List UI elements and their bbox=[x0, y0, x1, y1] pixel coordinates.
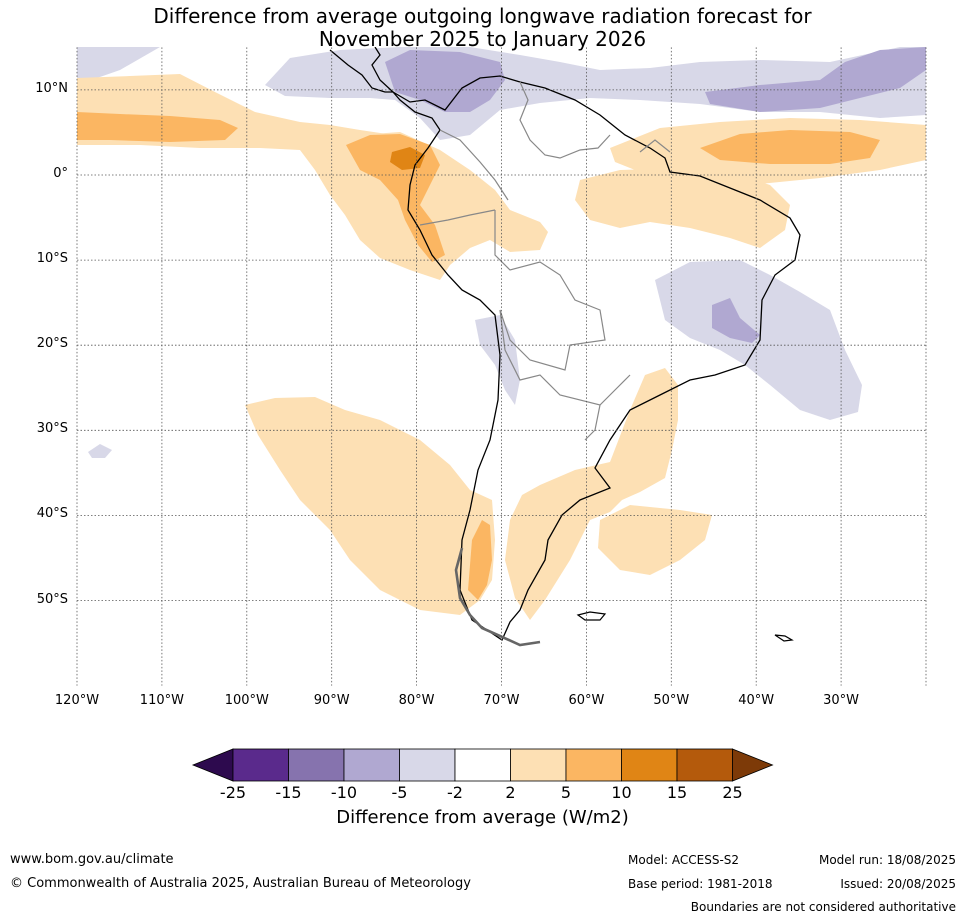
falklands-coast bbox=[576, 611, 607, 621]
pos-strong-chile bbox=[468, 520, 492, 600]
chart-title-line-2: November 2025 to January 2026 bbox=[318, 27, 647, 51]
colorbar-bin bbox=[454, 748, 511, 782]
colorbar-tick-label: -5 bbox=[391, 783, 408, 802]
colorbar-bin bbox=[232, 748, 289, 782]
model-name: Model: ACCESS-S2 bbox=[628, 853, 740, 867]
latitude-label: 50°S bbox=[36, 591, 68, 607]
neg-small-pacific bbox=[88, 444, 112, 458]
longitude-label: 110°W bbox=[139, 693, 184, 708]
colorbar-extend-high bbox=[732, 748, 774, 782]
country-borders bbox=[419, 81, 671, 441]
south-america-coast bbox=[392, 75, 801, 641]
boundary-disclaimer: Boundaries are not considered authoritat… bbox=[690, 900, 956, 914]
colorbar-tick-label: 15 bbox=[666, 783, 688, 802]
pos-area-amazon bbox=[575, 168, 790, 248]
pos-area-patagonia-east bbox=[505, 368, 678, 620]
colorbar-bin bbox=[510, 748, 567, 782]
colorbar-label: Difference from average (W/m2) bbox=[336, 807, 629, 828]
colorbar-tick-label: -25 bbox=[219, 783, 247, 802]
colorbar-tick-label: -15 bbox=[275, 783, 302, 802]
latitude-label: 0° bbox=[53, 166, 68, 181]
longitude-label: 60°W bbox=[568, 693, 605, 708]
chile-fjords bbox=[454, 547, 541, 647]
colorbar-tick-label: 2 bbox=[505, 783, 516, 802]
colorbar-bin bbox=[565, 748, 622, 782]
neg-area-andes bbox=[475, 315, 520, 405]
neg-strong-atlantic bbox=[705, 47, 926, 112]
latitude-label: 40°S bbox=[36, 506, 68, 522]
chart-title-line-1: Difference from average outgoing longwav… bbox=[153, 4, 812, 28]
latitude-label: 30°S bbox=[36, 421, 68, 437]
graticule bbox=[76, 47, 927, 686]
latitude-label: 10°S bbox=[36, 251, 68, 267]
colorbar-tick-label: 10 bbox=[611, 783, 632, 802]
pos-strong-atlantic bbox=[700, 130, 880, 164]
neg-area-north-2 bbox=[77, 47, 160, 85]
base-period: Base period: 1981-2018 bbox=[628, 877, 773, 891]
colorbar-extend-low bbox=[191, 748, 234, 782]
longitude-label: 80°W bbox=[398, 693, 435, 708]
colorbar-bin bbox=[399, 748, 456, 782]
longitude-label: 70°W bbox=[483, 693, 520, 708]
neg-area-brazil bbox=[655, 260, 862, 420]
pos-strong-pacific bbox=[77, 112, 238, 142]
colorbar-bin bbox=[621, 748, 678, 782]
neg-strong-north bbox=[385, 50, 505, 112]
longitude-label: 90°W bbox=[313, 693, 350, 708]
pos-area-south-pacific bbox=[245, 397, 495, 615]
longitude-label: 40°W bbox=[738, 693, 775, 708]
latitude-label: 20°S bbox=[36, 336, 68, 352]
pos-area-south-atlantic bbox=[598, 505, 712, 575]
colorbar-bin bbox=[343, 748, 400, 782]
website-link[interactable]: www.bom.gov.au/climate bbox=[10, 852, 174, 867]
colorbar bbox=[191, 748, 774, 782]
latitude-label: 10°N bbox=[35, 80, 68, 96]
copyright-text: © Commonwealth of Australia 2025, Austra… bbox=[10, 876, 471, 891]
longitude-label: 50°W bbox=[653, 693, 690, 708]
coastlines bbox=[329, 47, 801, 647]
longitude-label: 100°W bbox=[224, 693, 269, 708]
longitude-label: 30°W bbox=[823, 693, 860, 708]
neg-strong-brazil bbox=[712, 298, 760, 343]
colorbar-tick-label: 25 bbox=[722, 783, 743, 802]
model-run-date: Model run: 18/08/2025 bbox=[818, 853, 956, 867]
colorbar-bin bbox=[676, 748, 733, 782]
longitude-label: 120°W bbox=[54, 693, 100, 708]
issued-date: Issued: 20/08/2025 bbox=[840, 877, 956, 891]
central-america-coast bbox=[329, 47, 395, 93]
colorbar-tick-label: 5 bbox=[560, 783, 572, 802]
colorbar-tick-label: -2 bbox=[447, 783, 463, 802]
south-georgia-coast bbox=[774, 634, 794, 642]
colorbar-bin bbox=[288, 748, 345, 782]
colorbar-tick-label: -10 bbox=[330, 783, 358, 802]
